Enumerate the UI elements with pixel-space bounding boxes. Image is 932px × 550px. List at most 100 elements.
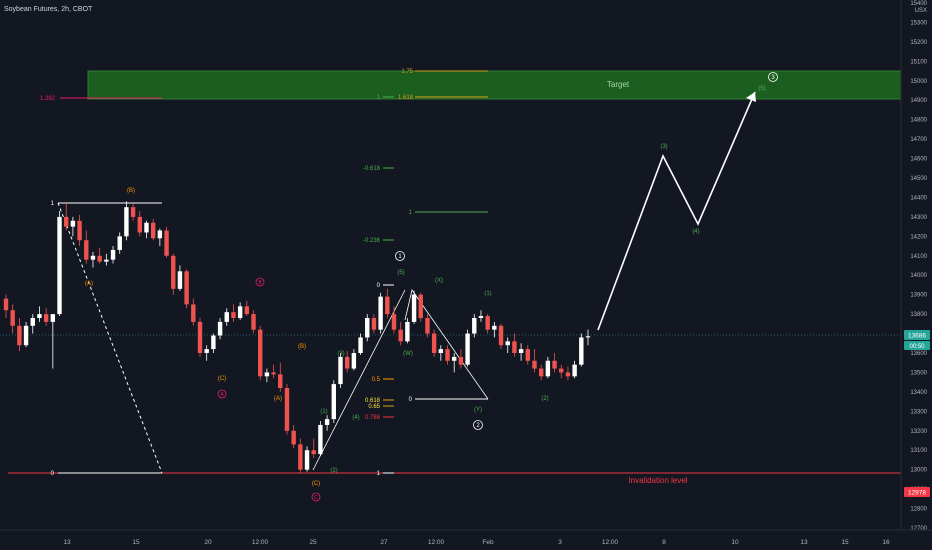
candle-body [478,316,484,318]
wave-label-b-big: (B) [127,188,135,194]
price-tick-label: 14100 [910,254,927,260]
time-tick-label: 13 [800,539,808,546]
candle-body [452,356,457,361]
wave-label-c-big: (C) [312,481,320,487]
candle-body [324,419,330,425]
candle-body [351,353,357,369]
wave-3-green: (3) [337,351,344,357]
candle-body [184,271,189,305]
candle-body [97,255,102,262]
candle-body [425,318,430,334]
fib-left-1-label: 1 [51,201,55,207]
candle-body [418,294,423,318]
fib-1b-label: 1 [377,471,381,477]
projection-arrowhead [746,92,756,102]
price-tick-label: 14700 [910,137,927,143]
candle-body [3,298,9,311]
fib-1-label: 1 [377,95,381,101]
candle-body [251,314,256,330]
candle-body [84,240,89,260]
fib-neg0618-label: -0.618 [363,166,381,172]
price-tick-label: 14200 [910,234,927,240]
candle-body [391,314,397,330]
wave-3-projection: (3) [660,144,667,150]
candle-body [525,349,530,361]
candle-body [117,236,122,250]
candle-body [23,325,29,346]
price-tick-label: 14300 [910,215,927,221]
svg-text:13686: 13686 [908,333,926,340]
time-tick-label: 10 [731,539,739,546]
price-tick-label: 13400 [910,390,927,396]
candle-body [30,318,35,326]
wave-1-late: (1) [484,291,491,297]
price-tick-label: 13300 [910,409,927,415]
candle-body [217,321,223,336]
candle-body [445,349,450,361]
candle-body [204,349,209,353]
candle-body [211,335,216,350]
candle-body [411,294,417,322]
candle-body [50,314,56,322]
circled-3-marker: 3 [768,72,778,82]
circled-2-marker: 2 [473,420,483,430]
impulse-diagonal [312,289,406,471]
candle-body [579,337,584,365]
candle-body [458,356,464,365]
candle-body [77,220,82,241]
svg-text:A: A [220,392,224,398]
fib-0786-label: 0.786 [365,415,381,421]
target-zone [87,70,902,100]
candle-body [304,450,310,470]
time-tick-label: 20 [204,539,212,546]
candle-body [224,312,229,322]
candle-body [264,372,270,377]
candle-body [492,325,497,330]
candle-body [258,329,263,377]
candle-body [197,321,203,353]
circled-1-marker: 1 [395,251,405,261]
candle-body [465,333,470,365]
candle-body [137,216,142,233]
candle-body [237,306,243,318]
price-tick-label: 15400 [910,1,927,7]
price-axis-currency: USX [915,8,927,14]
candle-body [231,312,236,318]
candle-body [565,372,571,377]
candle-body [518,349,524,353]
candle-body [17,325,22,346]
fib-0618-label: 0.618 [365,398,381,404]
price-tick-label: 14900 [910,98,927,104]
candle-body [311,450,316,455]
price-tick-label: 13600 [910,351,927,357]
time-tick-label: 25 [309,539,317,546]
wave-label-c-small: (C) [218,376,226,382]
candle-body [110,249,116,260]
wave-5-green: (5) [397,270,404,276]
candle-body [191,304,196,322]
wave-2-green: (2) [330,468,337,474]
candle-body [331,384,336,420]
fib-neg0236-label: -0.236 [363,238,381,244]
candle-body [64,216,69,227]
price-tick-label: 13100 [910,448,927,454]
candle-body [538,368,544,377]
candle-body [70,220,76,227]
wave-2-late: (2) [541,396,548,402]
wave-y-green: (Y) [474,407,482,413]
invalidation-price-tag: 12978 [904,487,930,497]
candle-body [37,314,42,318]
candle-body [532,360,537,369]
time-tick-label: 15 [132,539,140,546]
candle-body [358,337,363,353]
time-axis[interactable]: 13 15 20 12:00 25 27 12:00 Feb 3 12:00 8 10 13 15 16 [0,529,932,546]
wave-w-green: (W) [403,351,413,357]
projection-path [597,91,756,331]
wave-label-a-top: (A) [85,281,93,287]
price-tick-label: 12700 [910,526,927,532]
fib-pos1-label: 1 [409,210,413,216]
time-tick-label: 27 [380,539,388,546]
price-tick-label: 15300 [910,20,927,26]
candle-body [585,336,591,338]
